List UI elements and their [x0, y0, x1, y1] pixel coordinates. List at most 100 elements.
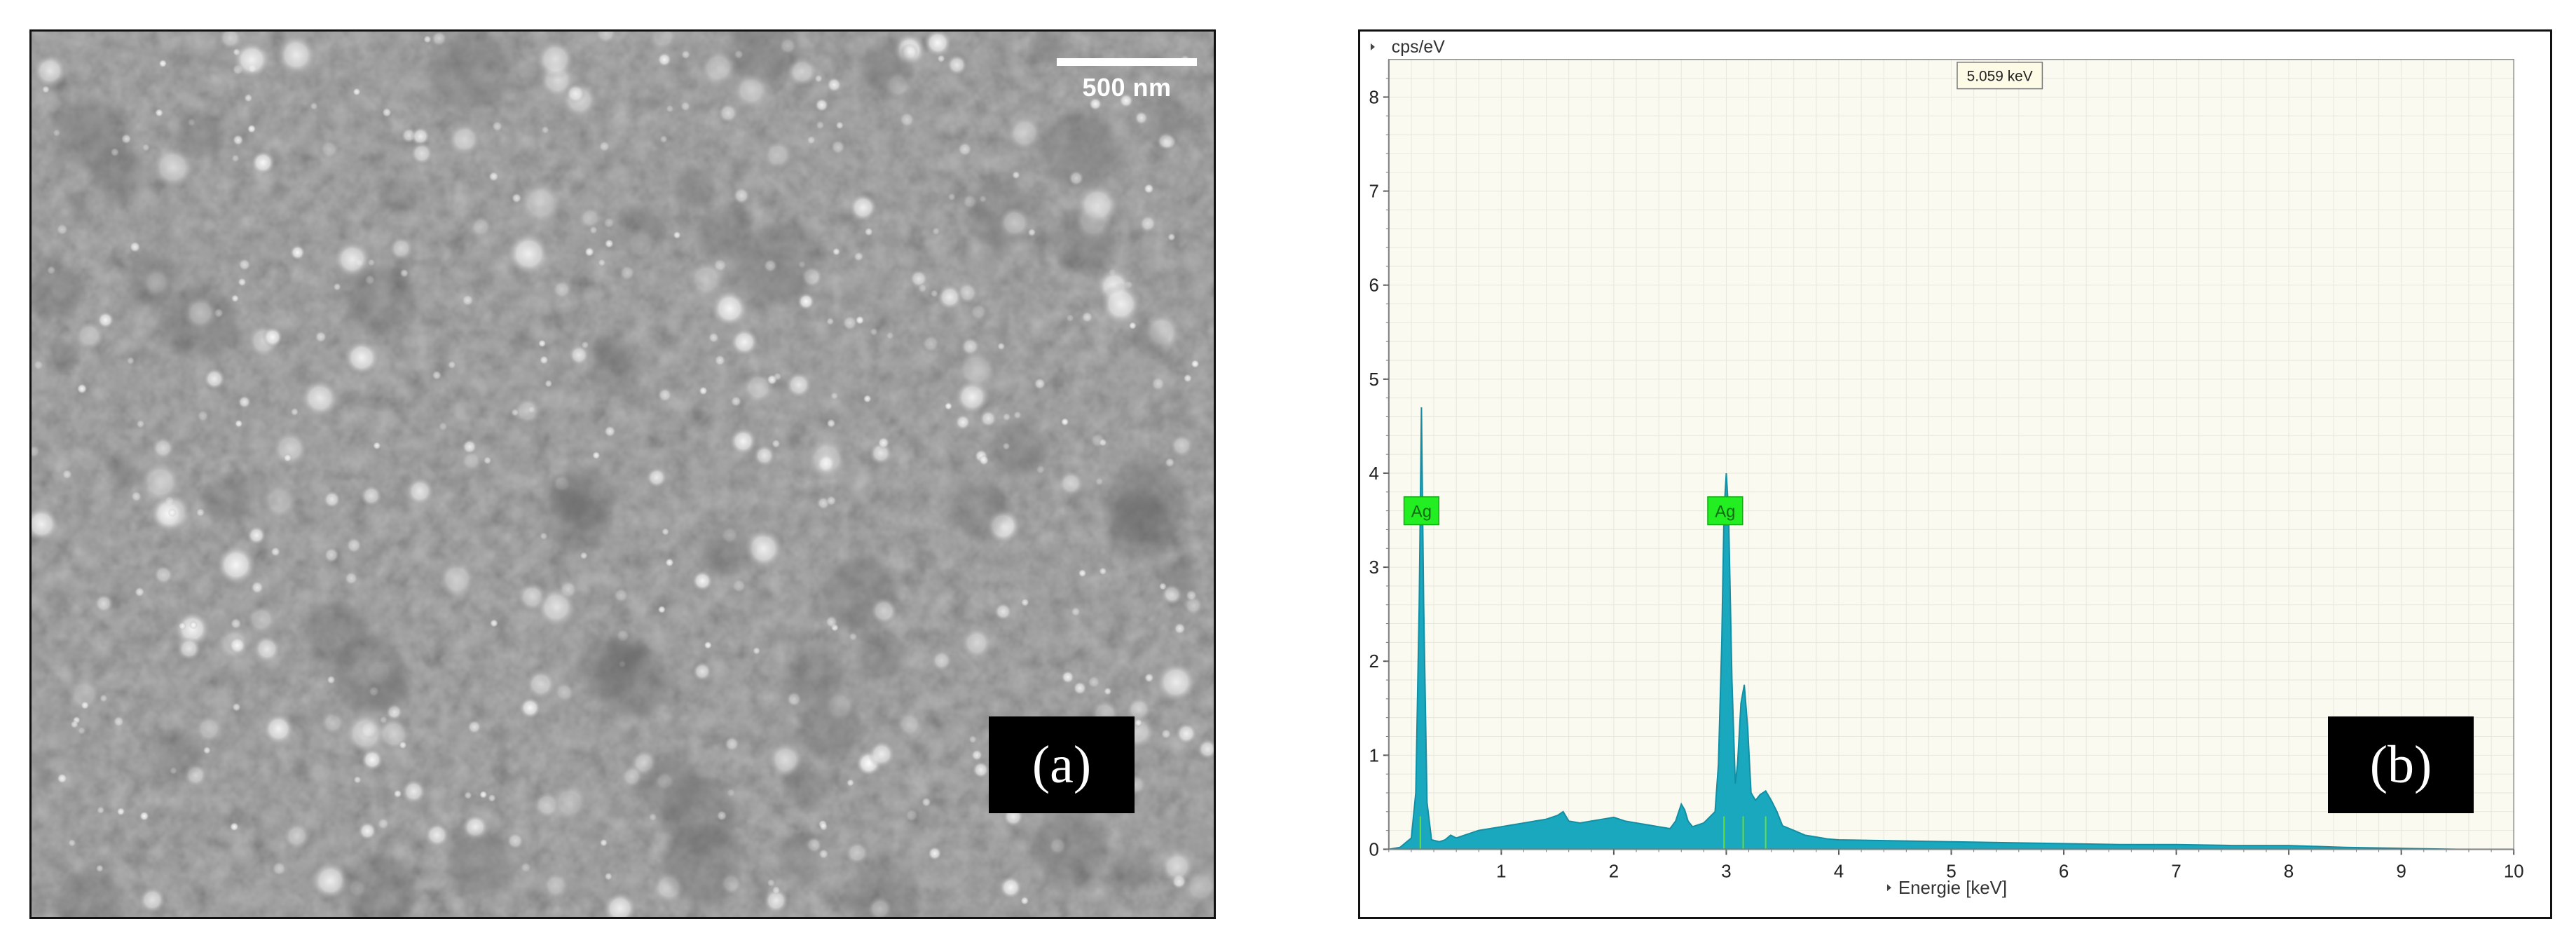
nanoparticle [189, 620, 198, 630]
nanoparticle [877, 436, 890, 449]
nanoparticle [699, 386, 708, 396]
nanoparticle [1183, 373, 1193, 383]
dark-region [203, 476, 251, 524]
nanoparticle [711, 290, 749, 328]
nanoparticle [853, 251, 864, 262]
nanoparticle [946, 54, 968, 76]
nanoparticle [488, 171, 500, 182]
nanoparticle [566, 83, 586, 104]
nanoparticle [32, 506, 60, 543]
nanoparticle [510, 408, 519, 417]
nanoparticle [283, 822, 310, 850]
nanoparticle [432, 370, 442, 381]
nanoparticle [252, 634, 282, 663]
nanoparticle [158, 59, 167, 68]
x-axis-label: Energie [keV] [1898, 878, 2007, 898]
dark-region [614, 207, 662, 254]
nanoparticle [151, 436, 174, 460]
y-tick-label: 0 [1369, 840, 1379, 859]
nanoparticle [922, 334, 940, 353]
nanoparticle [196, 508, 205, 517]
nanoparticle [218, 32, 242, 50]
dark-region [786, 766, 829, 810]
nanoparticle [804, 437, 849, 481]
nanoparticle [1095, 477, 1104, 487]
nanoparticle [732, 186, 751, 205]
dark-region [449, 833, 510, 894]
nanoparticle [238, 395, 252, 409]
nanoparticle [661, 527, 670, 536]
element-label-box [1403, 496, 1440, 526]
eds-spectrum-chart: 0 1 2 3 4 5 6 7 8 1 2 3 4 5 6 7 8 9 10 cps/eV Energie [keV] 5… [1369, 37, 2524, 898]
nanoparticle [826, 76, 842, 93]
nanoparticle [154, 108, 164, 118]
nanoparticle [713, 354, 726, 367]
nanoparticle [552, 280, 572, 299]
nanoparticle [130, 490, 142, 503]
nanoparticle [283, 453, 292, 463]
nanoparticle [153, 564, 174, 585]
nanoparticle [310, 102, 319, 111]
nanoparticle [134, 586, 145, 598]
nanoparticle [568, 344, 589, 366]
nanoparticle [978, 454, 989, 466]
nanoparticle [826, 418, 836, 428]
nanoparticle [359, 484, 383, 508]
nanoparticle [489, 618, 499, 628]
nanoparticle [648, 32, 678, 52]
dark-region [991, 423, 1045, 477]
dark-region [429, 32, 510, 111]
nanoparticle [550, 783, 589, 822]
nanoparticle [699, 48, 738, 87]
x-tick-label: 6 [2059, 862, 2069, 881]
nanoparticle [797, 292, 815, 311]
nanoparticle [972, 761, 990, 779]
dark-region [596, 644, 671, 719]
nanoparticles [32, 32, 1214, 917]
nanoparticle [979, 409, 998, 428]
nanoparticle [289, 245, 306, 261]
dark-region [32, 264, 82, 318]
nanoparticle [32, 444, 41, 458]
nanoparticle [554, 682, 575, 702]
y-tick-label: 2 [1369, 652, 1379, 672]
nanoparticle [544, 379, 553, 388]
dark-region [163, 285, 238, 360]
nanoparticle [921, 797, 932, 808]
nanoparticle [743, 528, 784, 569]
nanoparticle [1078, 569, 1087, 578]
dark-region [966, 179, 1032, 245]
nanoparticle [830, 139, 846, 155]
nanoparticle [527, 405, 536, 414]
nanoparticle [869, 327, 878, 336]
spectrum-area [1388, 407, 2514, 850]
nanoparticle [842, 315, 858, 332]
nanoparticle [410, 142, 434, 165]
nanoparticle [167, 508, 177, 517]
nanoparticle [322, 490, 341, 509]
dark-region [127, 253, 178, 305]
nanoparticle [648, 812, 657, 822]
nanoparticle [150, 496, 186, 532]
nanoparticle [844, 841, 870, 865]
nanoparticle [138, 886, 166, 914]
nanoparticle [1013, 410, 1022, 420]
nanoparticle [898, 111, 915, 128]
nanoparticle [343, 339, 381, 376]
nanoparticle [786, 55, 818, 88]
nanoparticle [151, 145, 195, 190]
nanoparticle [673, 231, 682, 240]
dark-region [55, 869, 124, 917]
nanoparticle [525, 668, 556, 700]
x-tick-label: 5 [1946, 862, 1956, 881]
dark-region [662, 824, 741, 903]
nanoparticle [819, 822, 828, 831]
nanoparticle [96, 805, 105, 815]
nanoparticle [231, 702, 242, 712]
nanoparticle [520, 862, 532, 873]
nanoparticle [379, 715, 388, 725]
dark-region [1161, 559, 1198, 596]
nanoparticle [659, 135, 669, 144]
nanoparticle [753, 444, 776, 467]
nanoparticle [1170, 433, 1194, 458]
